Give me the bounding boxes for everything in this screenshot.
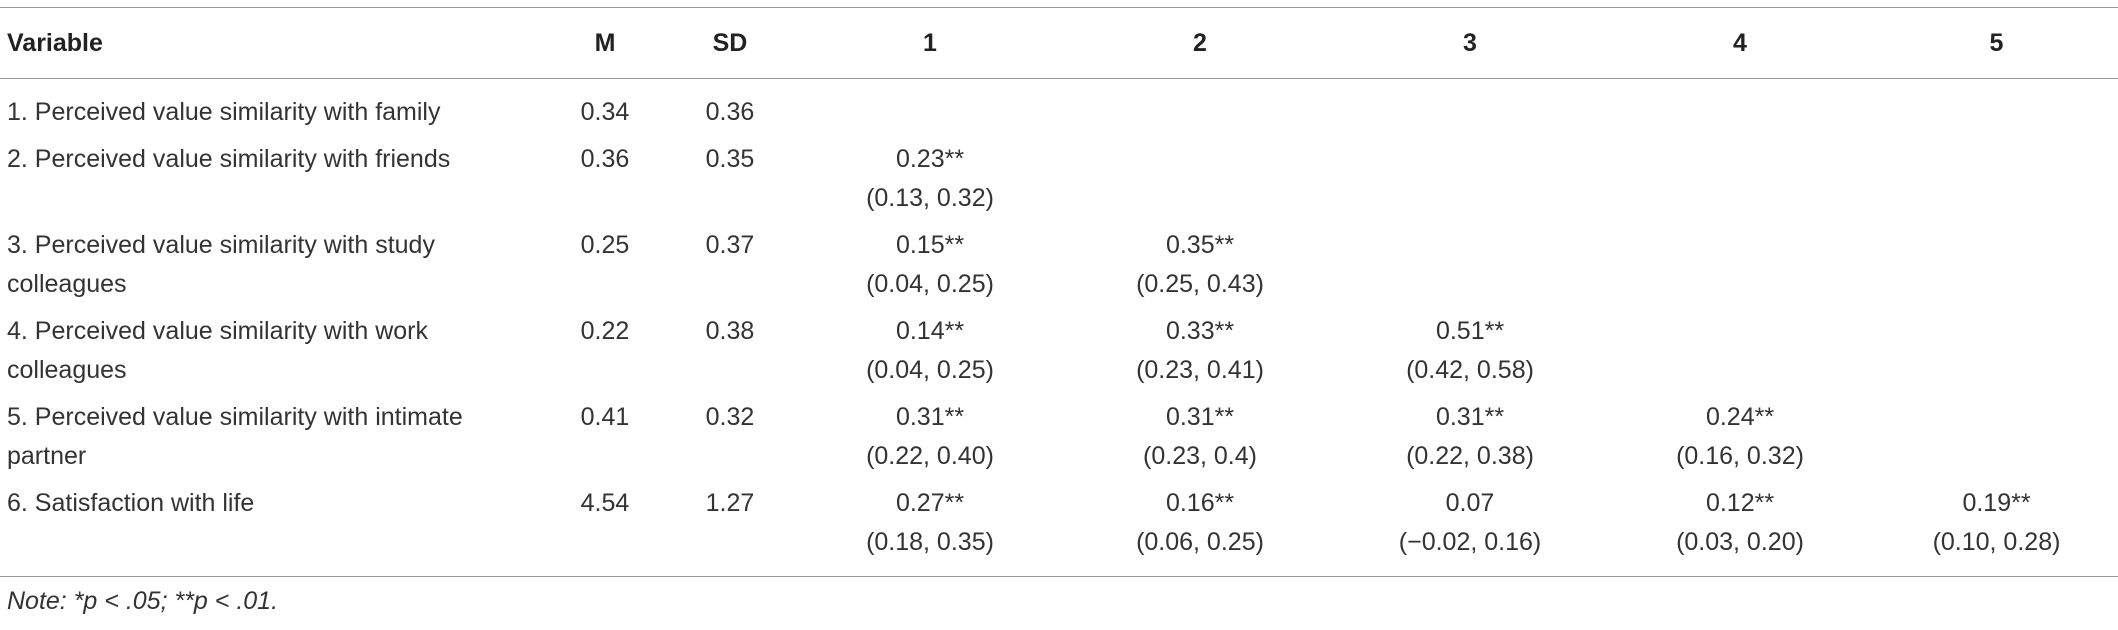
variable-cell: 2. Perceived value similarity with frien… bbox=[7, 145, 451, 173]
correlation-cell bbox=[1335, 79, 1605, 137]
confidence-interval: (0.22, 0.40) bbox=[866, 442, 994, 470]
confidence-interval: (0.16, 0.32) bbox=[1676, 442, 1804, 470]
correlation-value: 0.31** bbox=[1165, 403, 1235, 431]
correlation-value: 0.23** bbox=[895, 145, 965, 173]
correlation-cell: 0.24** (0.16, 0.32) bbox=[1605, 394, 1875, 480]
correlation-cell: 0.23** (0.13, 0.32) bbox=[795, 136, 1065, 222]
confidence-interval: (0.23, 0.4) bbox=[1143, 442, 1257, 470]
correlation-cell: 0.16** (0.06, 0.25) bbox=[1065, 480, 1335, 577]
variable-cell: 4. Perceived value similarity with work … bbox=[7, 317, 428, 384]
correlation-value: 0.51** bbox=[1435, 317, 1505, 345]
correlation-cell: 0.07 (−0.02, 0.16) bbox=[1335, 480, 1605, 577]
confidence-interval: (0.42, 0.58) bbox=[1406, 356, 1534, 384]
confidence-interval: (0.06, 0.25) bbox=[1136, 528, 1264, 556]
sd-cell: 0.32 bbox=[705, 403, 755, 431]
correlation-value: 0.35** bbox=[1165, 231, 1235, 259]
confidence-interval: (0.23, 0.41) bbox=[1136, 356, 1264, 384]
mean-cell: 4.54 bbox=[545, 480, 665, 577]
variable-cell: 6. Satisfaction with life bbox=[0, 480, 545, 577]
mean-cell: 0.36 bbox=[580, 145, 630, 173]
confidence-interval: (0.10, 0.28) bbox=[1932, 528, 2061, 556]
correlation-value: 0.19** bbox=[1962, 489, 2031, 517]
correlation-cell: 0.14** (0.04, 0.25) bbox=[795, 308, 1065, 394]
mean-cell: 0.41 bbox=[580, 403, 630, 431]
correlation-cell: 0.51** (0.42, 0.58) bbox=[1335, 308, 1605, 394]
mean-cell: 0.34 bbox=[580, 98, 630, 126]
correlation-value: 0.12** bbox=[1705, 489, 1775, 517]
table-row: 3. Perceived value similarity with study… bbox=[0, 222, 2118, 308]
sd-cell: 0.35 bbox=[705, 145, 755, 173]
confidence-interval: (0.22, 0.38) bbox=[1406, 442, 1534, 470]
correlation-cell bbox=[1605, 136, 1875, 222]
correlation-value: 0.14** bbox=[895, 317, 965, 345]
correlation-cell bbox=[795, 79, 1065, 137]
correlation-cell: 0.27** (0.18, 0.35) bbox=[795, 480, 1065, 577]
correlation-cell bbox=[1875, 136, 2118, 222]
table-body: 1. Perceived value similarity with famil… bbox=[0, 79, 2118, 577]
correlation-cell bbox=[1875, 222, 2118, 308]
table-row: 4. Perceived value similarity with work … bbox=[0, 308, 2118, 394]
correlation-value: 0.07 bbox=[1445, 489, 1495, 517]
correlation-cell bbox=[1605, 308, 1875, 394]
table-row: 5. Perceived value similarity with intim… bbox=[0, 394, 2118, 480]
confidence-interval: (0.25, 0.43) bbox=[1136, 270, 1264, 298]
correlation-cell: 0.19** (0.10, 0.28) bbox=[1875, 480, 2118, 577]
mean-cell: 0.22 bbox=[580, 317, 630, 345]
variable-cell: 5. Perceived value similarity with intim… bbox=[7, 403, 463, 470]
correlation-cell bbox=[1335, 222, 1605, 308]
correlation-cell bbox=[1875, 79, 2118, 137]
column-header: 2 bbox=[1065, 7, 1335, 79]
correlation-cell bbox=[1605, 222, 1875, 308]
sd-cell: 0.36 bbox=[705, 98, 755, 126]
column-header: 1 bbox=[795, 7, 1065, 79]
correlation-cell: 0.33** (0.23, 0.41) bbox=[1065, 308, 1335, 394]
correlation-value: 0.31** bbox=[895, 403, 965, 431]
confidence-interval: (−0.02, 0.16) bbox=[1398, 528, 1542, 556]
correlation-table: Variable M SD 1 2 3 4 5 1. Perceived value simi… bbox=[0, 7, 2118, 577]
column-header: M bbox=[545, 7, 665, 79]
header-row: Variable M SD 1 2 3 4 5 bbox=[0, 7, 2118, 79]
column-header: 5 bbox=[1875, 7, 2118, 79]
correlation-cell bbox=[1875, 308, 2118, 394]
table-row: 1. Perceived value similarity with famil… bbox=[0, 79, 2118, 137]
sd-cell: 1.27 bbox=[665, 480, 795, 577]
correlation-cell bbox=[1065, 79, 1335, 137]
correlation-value: 0.31** bbox=[1435, 403, 1505, 431]
correlation-value: 0.27** bbox=[895, 489, 965, 517]
correlation-cell bbox=[1065, 136, 1335, 222]
column-header: Variable bbox=[0, 7, 545, 79]
correlation-cell: 0.15** (0.04, 0.25) bbox=[795, 222, 1065, 308]
correlation-cell: 0.31** (0.22, 0.40) bbox=[795, 394, 1065, 480]
confidence-interval: (0.03, 0.20) bbox=[1676, 528, 1804, 556]
sd-cell: 0.38 bbox=[705, 317, 755, 345]
correlation-value: 0.24** bbox=[1705, 403, 1775, 431]
column-header: 3 bbox=[1335, 7, 1605, 79]
column-header: SD bbox=[665, 7, 795, 79]
variable-cell: 1. Perceived value similarity with famil… bbox=[7, 98, 441, 126]
confidence-interval: (0.18, 0.35) bbox=[866, 528, 994, 556]
confidence-interval: (0.13, 0.32) bbox=[866, 184, 994, 212]
correlation-value: 0.15** bbox=[895, 231, 965, 259]
mean-cell: 0.25 bbox=[580, 231, 630, 259]
sd-cell: 0.37 bbox=[705, 231, 755, 259]
table-note: Note: *p < .05; **p < .01. bbox=[7, 587, 279, 615]
correlation-cell bbox=[1605, 79, 1875, 137]
table-row: 2. Perceived value similarity with frien… bbox=[0, 136, 2118, 222]
correlation-cell: 0.31** (0.22, 0.38) bbox=[1335, 394, 1605, 480]
confidence-interval: (0.04, 0.25) bbox=[866, 356, 994, 384]
correlation-cell: 0.31** (0.23, 0.4) bbox=[1065, 394, 1335, 480]
correlation-cell: 0.12** (0.03, 0.20) bbox=[1605, 480, 1875, 577]
correlation-cell bbox=[1335, 136, 1605, 222]
table-row: 6. Satisfaction with life 4.54 1.27 0.27** (… bbox=[0, 480, 2118, 577]
correlation-value: 0.33** bbox=[1165, 317, 1235, 345]
correlation-value: 0.16** bbox=[1165, 489, 1235, 517]
confidence-interval: (0.04, 0.25) bbox=[866, 270, 994, 298]
column-header: 4 bbox=[1605, 7, 1875, 79]
correlation-cell: 0.35** (0.25, 0.43) bbox=[1065, 222, 1335, 308]
variable-cell: 3. Perceived value similarity with study… bbox=[7, 231, 435, 298]
correlation-cell bbox=[1875, 394, 2118, 480]
